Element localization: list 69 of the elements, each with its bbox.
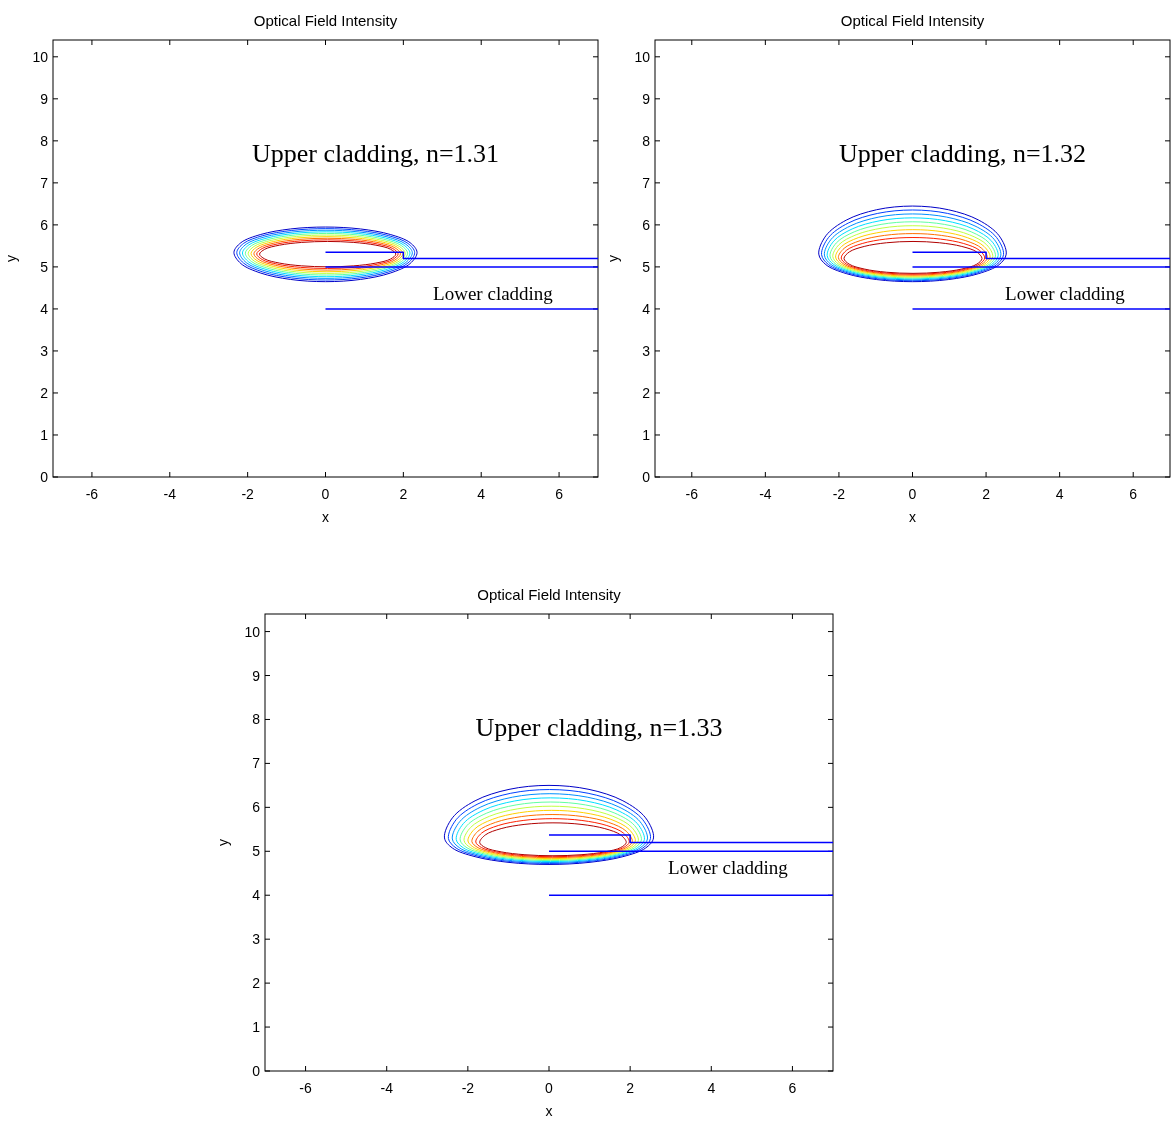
y-axis-title: y (3, 255, 19, 262)
y-tick-label: 6 (252, 799, 261, 816)
y-tick-label: 0 (252, 1063, 261, 1079)
x-tick-label: 2 (982, 486, 991, 502)
y-tick-label: 5 (40, 258, 49, 275)
annotation: Lower cladding (668, 857, 789, 878)
y-tick-label: 0 (40, 469, 49, 485)
y-tick-label: 7 (252, 755, 261, 772)
chart-title: Optical Field Intensity (840, 12, 985, 29)
x-tick-label: 0 (545, 1080, 554, 1096)
x-tick-label: 6 (1129, 486, 1138, 502)
y-tick-label: 3 (40, 342, 49, 359)
x-tick-label: -4 (759, 486, 772, 502)
y-tick-label: 6 (40, 216, 49, 233)
y-tick-label: 9 (642, 90, 651, 107)
y-tick-label: 2 (252, 975, 261, 992)
x-tick-label: 4 (707, 1080, 716, 1096)
y-tick-label: 3 (252, 931, 261, 948)
chart-title: Optical Field Intensity (477, 586, 622, 603)
y-tick-label: 8 (642, 132, 651, 149)
y-tick-label: 5 (252, 843, 261, 860)
x-tick-label: -6 (85, 486, 99, 502)
y-tick-label: 7 (40, 174, 49, 191)
chart-title: Optical Field Intensity (253, 12, 398, 29)
y-tick-label: 4 (252, 887, 261, 904)
y-axis-title: y (605, 255, 621, 262)
x-tick-label: 2 (399, 486, 408, 502)
x-tick-label: 6 (555, 486, 564, 502)
x-axis-title: x (545, 1103, 553, 1119)
y-tick-label: 1 (642, 426, 651, 443)
y-tick-label: 2 (642, 384, 651, 401)
y-tick-label: 1 (40, 426, 49, 443)
y-tick-label: 10 (634, 48, 651, 65)
x-axis-title: x (909, 509, 916, 525)
x-tick-label: 4 (477, 486, 486, 502)
y-tick-label: 8 (40, 132, 49, 149)
x-tick-label: -4 (380, 1080, 394, 1096)
y-tick-label: 0 (642, 469, 651, 485)
x-tick-label: 2 (626, 1080, 635, 1096)
annotation: Upper cladding, n=1.31 (251, 139, 500, 168)
x-tick-label: 0 (321, 486, 330, 502)
y-tick-label: 4 (642, 300, 651, 317)
y-tick-label: 2 (40, 384, 49, 401)
annotation: Upper cladding, n=1.32 (838, 139, 1087, 168)
y-tick-label: 7 (642, 174, 651, 191)
y-tick-label: 8 (252, 711, 261, 728)
y-tick-label: 6 (642, 216, 651, 233)
x-tick-label: -2 (461, 1080, 475, 1096)
x-tick-label: 4 (1055, 486, 1064, 502)
x-tick-label: -2 (241, 486, 255, 502)
annotation: Lower cladding (433, 283, 554, 304)
annotation: Lower cladding (1005, 283, 1126, 304)
annotation: Upper cladding, n=1.33 (475, 713, 723, 742)
y-tick-label: 1 (252, 1019, 261, 1036)
x-tick-label: -6 (685, 486, 699, 502)
y-tick-label: 9 (252, 667, 261, 684)
x-tick-label: -4 (163, 486, 177, 502)
x-tick-label: 6 (788, 1080, 797, 1096)
y-tick-label: 10 (32, 48, 49, 65)
y-tick-label: 3 (642, 342, 651, 359)
y-axis-title: y (215, 839, 231, 846)
y-tick-label: 10 (244, 623, 261, 640)
y-tick-label: 9 (40, 90, 49, 107)
y-tick-label: 4 (40, 300, 49, 317)
y-tick-label: 5 (642, 258, 651, 275)
x-axis-title: x (322, 509, 329, 525)
x-tick-label: 0 (908, 486, 917, 502)
x-tick-label: -6 (299, 1080, 313, 1096)
x-tick-label: -2 (832, 486, 846, 502)
